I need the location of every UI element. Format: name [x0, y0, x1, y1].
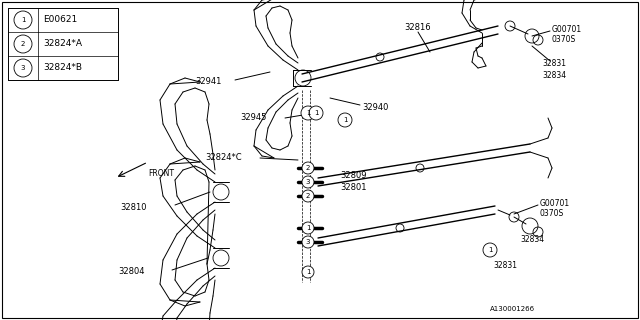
- Circle shape: [14, 59, 32, 77]
- Text: 32824*B: 32824*B: [43, 63, 82, 73]
- Text: 3: 3: [20, 65, 25, 71]
- Circle shape: [483, 243, 497, 257]
- Text: 0370S: 0370S: [552, 36, 576, 44]
- Text: E00621: E00621: [43, 15, 77, 25]
- Text: 1: 1: [343, 117, 348, 123]
- Text: 32834: 32834: [542, 71, 566, 81]
- Text: G00701: G00701: [552, 26, 582, 35]
- Text: 32810: 32810: [120, 203, 147, 212]
- Circle shape: [302, 222, 314, 234]
- Text: FRONT: FRONT: [148, 170, 174, 179]
- Text: 1: 1: [306, 269, 310, 275]
- Text: G00701: G00701: [540, 199, 570, 209]
- Text: 3: 3: [306, 239, 310, 245]
- Text: 32945: 32945: [240, 114, 266, 123]
- Text: 32824*A: 32824*A: [43, 39, 82, 49]
- Text: 1: 1: [314, 110, 318, 116]
- Text: 1: 1: [488, 247, 492, 253]
- Text: 2: 2: [306, 165, 310, 171]
- Circle shape: [302, 236, 314, 248]
- Text: 32831: 32831: [493, 260, 517, 269]
- Circle shape: [14, 11, 32, 29]
- Circle shape: [302, 162, 314, 174]
- Text: 0370S: 0370S: [540, 210, 564, 219]
- Circle shape: [302, 266, 314, 278]
- Text: 32940: 32940: [362, 102, 388, 111]
- Circle shape: [302, 176, 314, 188]
- Text: 32816: 32816: [404, 23, 431, 33]
- Text: 32834: 32834: [520, 236, 544, 244]
- Text: 32824*C: 32824*C: [205, 153, 242, 162]
- Text: 1: 1: [306, 225, 310, 231]
- Circle shape: [338, 113, 352, 127]
- Text: 32831: 32831: [542, 60, 566, 68]
- Text: 2: 2: [21, 41, 25, 47]
- Text: 3: 3: [306, 179, 310, 185]
- Circle shape: [302, 190, 314, 202]
- Text: 2: 2: [306, 193, 310, 199]
- Circle shape: [309, 106, 323, 120]
- Text: A130001266: A130001266: [490, 306, 535, 312]
- Circle shape: [14, 35, 32, 53]
- Circle shape: [301, 106, 315, 120]
- Text: 32941: 32941: [195, 77, 221, 86]
- Text: 32801: 32801: [340, 183, 367, 193]
- Text: 1: 1: [20, 17, 25, 23]
- Text: 32809: 32809: [340, 171, 367, 180]
- Text: 32804: 32804: [118, 268, 145, 276]
- Text: 1: 1: [306, 110, 310, 116]
